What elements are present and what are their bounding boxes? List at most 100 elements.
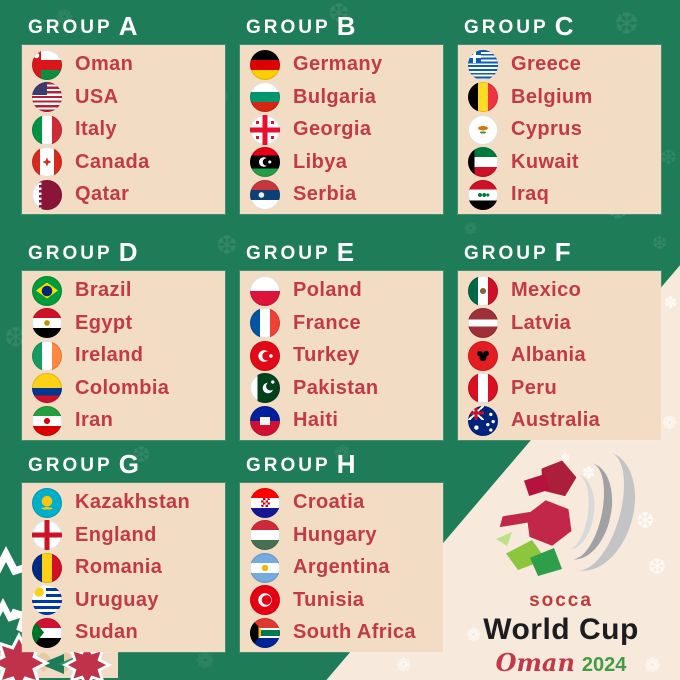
ball-green-patch [496,532,512,546]
team-name: France [293,311,361,334]
group-word-label: GROUP [28,17,113,38]
flag-icon-canada [32,147,62,177]
team-name: Bulgaria [293,85,377,108]
group-b-panel: Germany Bulgaria Georgia Libya Serbia [240,45,443,214]
team-row-albania: Albania [468,340,661,371]
team-row-sudan: Sudan [32,617,225,648]
team-row-bulgaria: Bulgaria [250,82,443,112]
group-f-section: GROUP F Mexico Latvia Albania Peru Austra… [458,239,661,440]
team-name: Qatar [75,183,130,205]
team-name: Kuwait [511,150,579,173]
team-row-oman: Oman [32,49,225,80]
team-name: Cyprus [511,118,583,140]
group-word-label: GROUP [246,243,331,264]
flag-icon-tunisia [250,585,280,615]
flag-icon-belgium [468,82,498,112]
team-name: Ireland [75,344,144,366]
flag-icon-poland [250,275,280,306]
team-row-serbia: Serbia [250,179,443,210]
flag-icon-qatar [32,179,62,210]
flag-icon-colombia [32,373,62,403]
group-h-header: GROUP H [246,451,443,477]
flag-icon-greece [468,49,498,80]
group-word-label: GROUP [464,17,549,38]
group-g-header: GROUP G [28,451,225,477]
flag-icon-croatia [250,487,280,518]
team-name: Hungary [293,523,377,546]
team-row-turkey: Turkey [250,340,443,371]
team-row-pakistan: Pakistan [250,373,443,403]
flag-icon-argentina [250,552,280,583]
team-name: Albania [511,344,587,366]
team-row-australia: Australia [468,405,661,436]
team-row-uruguay: Uruguay [32,585,225,615]
flag-icon-brazil [32,275,62,306]
flag-icon-cyprus [468,114,498,145]
group-h-section: GROUP H Croatia Hungary Argentina Tunisia… [240,451,443,652]
flag-icon-uruguay [32,585,62,615]
group-b-section: GROUP B Germany Bulgaria Georgia Libya Se… [240,13,443,214]
team-row-iraq: Iraq [468,179,661,210]
group-word-label: GROUP [464,243,549,264]
team-name: Pakistan [293,376,379,399]
group-letter-label: D [118,237,138,267]
team-row-hungary: Hungary [250,520,443,550]
group-a-section: GROUP A Oman USA Italy Canada Qatar [22,13,225,214]
flag-icon-egypt [32,308,62,338]
team-name: USA [75,85,119,108]
team-name: Canada [75,150,150,173]
team-name: England [75,523,157,546]
team-row-kuwait: Kuwait [468,147,661,177]
team-row-cyprus: Cyprus [468,114,661,145]
group-d-section: GROUP D Brazil Egypt Ireland Colombia Ira… [22,239,225,440]
group-g-section: GROUP G Kazakhstan England Romania Urugua… [22,451,225,652]
group-a-header: GROUP A [28,13,225,39]
logo-brand: socca [529,590,593,611]
flag-icon-iraq [468,179,498,210]
team-name: Peru [511,376,558,399]
team-name: Germany [293,53,383,75]
team-row-kazakhstan: Kazakhstan [32,487,225,518]
group-h-panel: Croatia Hungary Argentina Tunisia South … [240,483,443,652]
team-name: Italy [75,118,118,140]
group-c-header: GROUP C [464,13,661,39]
team-row-belgium: Belgium [468,82,661,112]
group-e-header: GROUP E [246,239,443,265]
flag-icon-haiti [250,405,280,436]
flower-motif [196,650,214,672]
team-row-qatar: Qatar [32,179,225,210]
group-letter-label: E [336,237,355,267]
team-name: Romania [75,556,163,578]
flag-icon-germany [250,49,280,80]
team-row-egypt: Egypt [32,308,225,338]
group-d-header: GROUP D [28,239,225,265]
team-name: Tunisia [293,588,365,611]
team-row-haiti: Haiti [250,405,443,436]
team-row-poland: Poland [250,275,443,306]
flag-icon-latvia [468,308,498,338]
flag-icon-south-africa [250,617,280,648]
team-row-tunisia: Tunisia [250,585,443,615]
team-name: Belgium [511,85,593,108]
group-letter-label: H [336,449,356,479]
team-name: Sudan [75,621,139,643]
flag-icon-serbia [250,179,280,210]
group-c-section: GROUP C Greece Belgium Cyprus Kuwait Iraq [458,13,661,214]
group-letter-label: F [554,237,571,267]
group-g-panel: Kazakhstan England Romania Uruguay Sudan [22,483,225,652]
team-row-brazil: Brazil [32,275,225,306]
ball-patch [524,474,550,496]
team-row-ireland: Ireland [32,340,225,371]
team-name: Australia [511,409,601,431]
team-row-france: France [250,308,443,338]
flag-icon-sudan [32,617,62,648]
logo-host-year: Oman 2024 [458,648,664,677]
flag-icon-bulgaria [250,82,280,112]
team-name: South Africa [293,621,416,643]
flag-icon-albania [468,340,498,371]
flag-icon-italy [32,114,62,145]
logo-year: 2024 [581,654,627,676]
team-name: Kazakhstan [75,491,191,513]
team-name: Brazil [75,279,132,301]
football-logo-icon [496,441,649,588]
